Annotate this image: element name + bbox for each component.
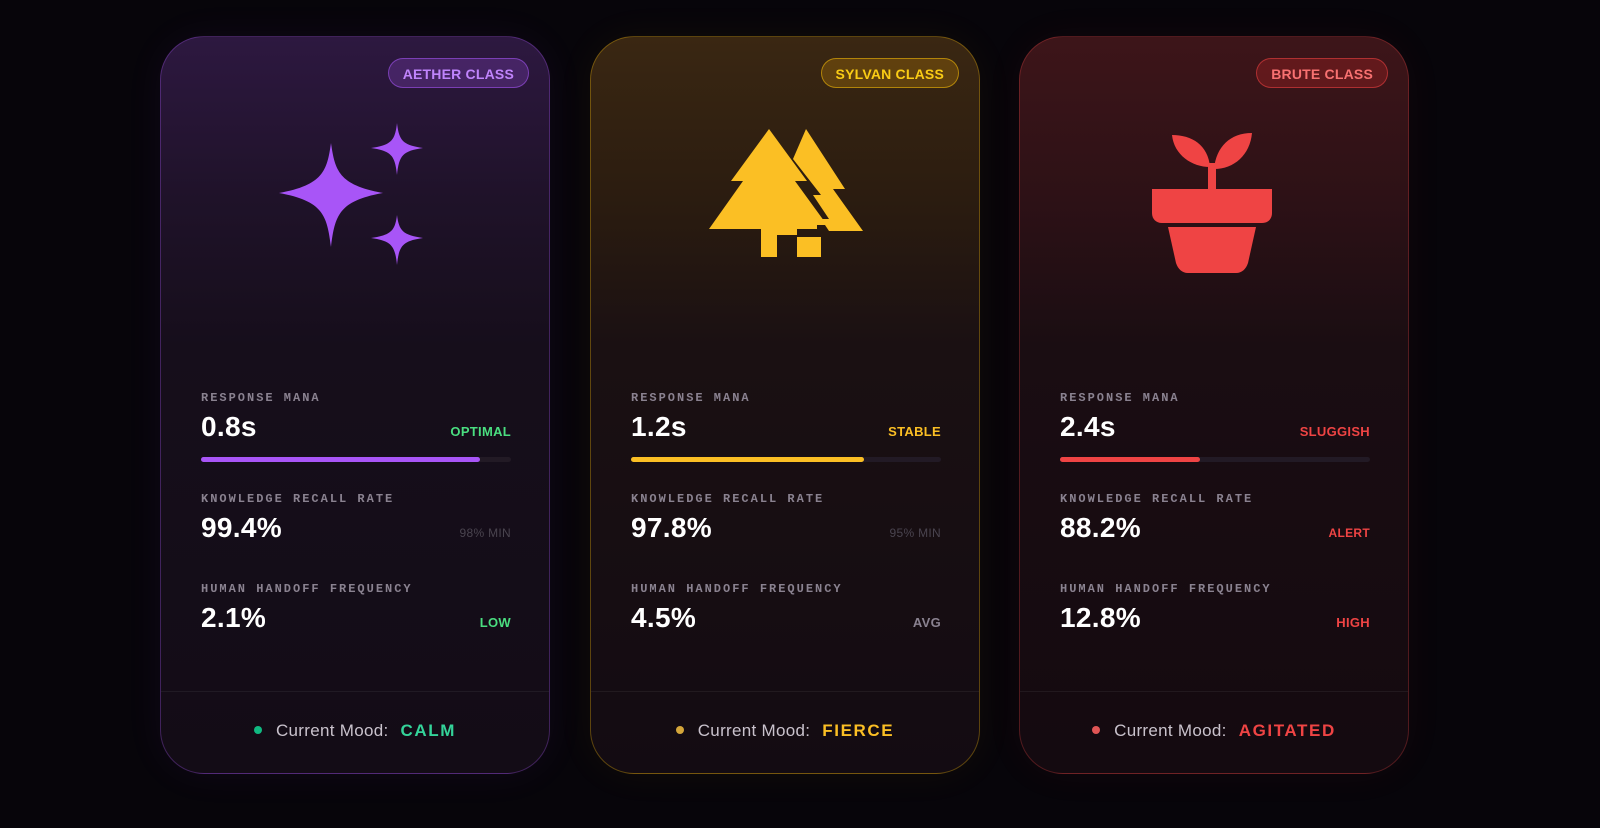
pine-trees-icon xyxy=(709,129,863,257)
mood-dot xyxy=(675,725,684,734)
mood-value: CALM xyxy=(400,721,457,740)
mood-dot xyxy=(1092,725,1101,734)
metric-recall: KNOWLEDGE RECALL RATE 88.2% ALERT xyxy=(1060,492,1370,544)
metric-value: 0.8s xyxy=(201,411,257,442)
sparkles-icon xyxy=(279,123,423,265)
metric-handoff: HUMAN HANDOFF FREQUENCY 12.8% HIGH xyxy=(1060,582,1370,634)
progress-fill xyxy=(1060,457,1200,462)
class-badge: BRUTE CLASS xyxy=(1256,58,1388,88)
mood-value: FIERCE xyxy=(822,721,895,740)
metric-value: 2.4s xyxy=(1060,411,1116,442)
mood-row: Current Mood: FIERCE xyxy=(591,721,979,741)
progress-fill xyxy=(631,457,864,462)
metric-response: RESPONSE MANA 1.2s STABLE xyxy=(631,391,941,462)
mood-dot xyxy=(253,725,262,734)
progress-track xyxy=(631,457,941,462)
card-icon-area xyxy=(591,119,979,269)
metric-label: RESPONSE MANA xyxy=(631,391,751,405)
metric-note: ALERT xyxy=(1328,526,1370,540)
card-brute[interactable]: BRUTE CLASS RESPONSE MANA 2.4s SLUGGISH xyxy=(1019,36,1409,774)
mood-label: Current Mood: xyxy=(275,721,389,740)
metric-value: 97.8% xyxy=(631,512,712,543)
class-badge: SYLVAN CLASS xyxy=(820,58,959,88)
mood-value: AGITATED xyxy=(1238,721,1336,740)
progress-track xyxy=(201,457,511,462)
class-badge: AETHER CLASS xyxy=(387,58,529,88)
potted-sprout-icon xyxy=(1152,133,1272,273)
divider xyxy=(1020,691,1408,692)
card-icon-area xyxy=(1020,119,1408,273)
card-sylvan[interactable]: SYLVAN CLASS RESPONSE MANA 1.2s STABLE xyxy=(590,36,980,774)
metric-note: 95% MIN xyxy=(889,526,941,540)
metrics-panel: RESPONSE MANA 1.2s STABLE KNOWLEDGE RECA… xyxy=(631,391,941,664)
metrics-panel: RESPONSE MANA 0.8s OPTIMAL KNOWLEDGE REC… xyxy=(201,391,511,664)
metric-value: 88.2% xyxy=(1060,512,1141,543)
metrics-panel: RESPONSE MANA 2.4s SLUGGISH KNOWLEDGE RE… xyxy=(1060,391,1370,664)
metric-value: 1.2s xyxy=(631,411,687,442)
metric-value: 4.5% xyxy=(631,602,697,633)
metric-label: HUMAN HANDOFF FREQUENCY xyxy=(631,582,843,596)
metric-label: RESPONSE MANA xyxy=(1060,391,1180,405)
metric-status: OPTIMAL xyxy=(450,424,511,439)
metric-handoff: HUMAN HANDOFF FREQUENCY 4.5% AVG xyxy=(631,582,941,634)
divider xyxy=(591,691,979,692)
mood-row: Current Mood: CALM xyxy=(161,721,549,741)
divider xyxy=(161,691,549,692)
card-icon-area xyxy=(161,119,549,269)
metric-label: KNOWLEDGE RECALL RATE xyxy=(1060,492,1254,506)
progress-fill xyxy=(201,457,480,462)
metric-note: 98% MIN xyxy=(459,526,511,540)
metric-label: HUMAN HANDOFF FREQUENCY xyxy=(1060,582,1272,596)
metric-status: LOW xyxy=(479,615,511,630)
metric-handoff: HUMAN HANDOFF FREQUENCY 2.1% LOW xyxy=(201,582,511,634)
progress-track xyxy=(1060,457,1370,462)
metric-status: SLUGGISH xyxy=(1299,424,1370,439)
mood-label: Current Mood: xyxy=(697,721,811,740)
card-aether[interactable]: AETHER CLASS RESPONSE MANA 0.8s OPTIMAL xyxy=(160,36,550,774)
metric-label: KNOWLEDGE RECALL RATE xyxy=(631,492,825,506)
metric-value: 2.1% xyxy=(201,602,267,633)
metric-recall: KNOWLEDGE RECALL RATE 99.4% 98% MIN xyxy=(201,492,511,544)
metric-status: STABLE xyxy=(888,424,941,439)
metric-value: 12.8% xyxy=(1060,602,1141,633)
metric-label: KNOWLEDGE RECALL RATE xyxy=(201,492,395,506)
mood-label: Current Mood: xyxy=(1114,721,1227,740)
metric-recall: KNOWLEDGE RECALL RATE 97.8% 95% MIN xyxy=(631,492,941,544)
metric-label: RESPONSE MANA xyxy=(201,391,321,405)
mood-row: Current Mood: AGITATED xyxy=(1020,721,1408,741)
metric-status: AVG xyxy=(912,615,941,630)
metric-response: RESPONSE MANA 2.4s SLUGGISH xyxy=(1060,391,1370,462)
metric-label: HUMAN HANDOFF FREQUENCY xyxy=(201,582,413,596)
metric-status: HIGH xyxy=(1336,615,1370,630)
metric-value: 99.4% xyxy=(201,512,282,543)
metric-response: RESPONSE MANA 0.8s OPTIMAL xyxy=(201,391,511,462)
